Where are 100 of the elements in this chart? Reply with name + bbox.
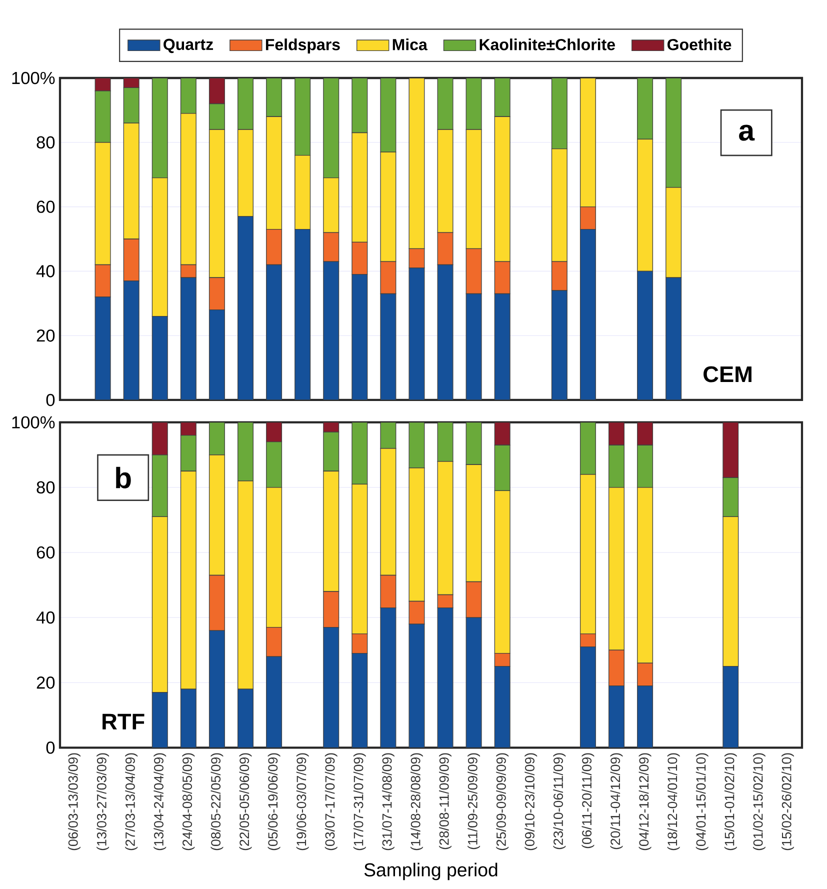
bar: [180, 422, 196, 436]
legend-label: Quartz: [164, 38, 214, 54]
x-tick-label: (03/07-17/07/09): [324, 753, 338, 850]
bar: [152, 422, 168, 456]
bar: [437, 264, 454, 400]
bar: [608, 686, 624, 748]
x-tick-label: (19/06-03/07/09): [296, 753, 309, 850]
y-tick-label: 80: [36, 481, 55, 494]
bar: [722, 666, 739, 748]
bar: [580, 229, 596, 400]
bar: [266, 422, 282, 442]
y-tick-label: 0: [46, 742, 55, 754]
bar: [152, 316, 168, 400]
bar: [580, 646, 596, 748]
y-tick-label: 100%: [12, 72, 55, 84]
bar: [380, 261, 396, 294]
bar: [494, 293, 510, 400]
bar: [208, 277, 225, 310]
bar: [352, 242, 368, 275]
bar: [208, 630, 225, 748]
bar: [380, 78, 396, 152]
bar: [266, 78, 282, 117]
bar: [408, 624, 425, 748]
bar: [637, 138, 654, 272]
bar: [208, 129, 225, 278]
bar: [666, 277, 682, 400]
bar: [180, 277, 196, 400]
bar: [323, 422, 340, 432]
y-tick-label: 40: [36, 611, 55, 624]
bar: [466, 129, 482, 249]
bar: [352, 652, 368, 748]
bar: [294, 78, 311, 156]
bar: [238, 688, 254, 748]
y-tick-label: 60: [36, 200, 55, 213]
x-tick-label: (17/07-31/07/09): [353, 753, 366, 850]
bar: [323, 78, 340, 178]
bar: [123, 87, 140, 124]
bar: [123, 238, 140, 282]
bar: [380, 152, 396, 262]
bar: [180, 688, 196, 748]
bar: [466, 293, 482, 400]
bar: [466, 248, 482, 294]
x-tick-label: (08/05-22/05/09): [210, 753, 224, 850]
x-tick-label: (05/06-19/06/09): [268, 753, 280, 850]
bar: [494, 666, 510, 748]
bar: [551, 78, 568, 150]
bar: [238, 129, 254, 217]
bar: [152, 692, 168, 748]
bar: [208, 103, 225, 130]
bar: [94, 296, 111, 400]
x-tick-label: (09/10-23/10/09): [524, 753, 538, 850]
bar: [152, 177, 168, 317]
bar: [266, 264, 282, 400]
bar: [323, 261, 340, 400]
bar: [437, 129, 454, 233]
bar: [94, 90, 111, 143]
bar: [551, 261, 568, 291]
x-tick-label: (24/04-08/05/09): [182, 753, 195, 850]
x-tick-label: (11/09-25/09/09): [468, 753, 480, 850]
bar: [208, 310, 225, 400]
bar: [208, 78, 225, 104]
x-axis-title: Sampling period: [364, 862, 498, 880]
x-tick-label: (15/02-26/02/10): [782, 753, 794, 850]
legend-label: Goethite: [668, 38, 732, 50]
bar: [608, 422, 624, 446]
bar: [551, 148, 568, 262]
bar: [266, 116, 282, 230]
bar: [323, 232, 340, 262]
bar: [580, 78, 596, 208]
bar: [637, 78, 654, 140]
bar: [437, 232, 454, 266]
legend-label: Kaolinite±Chlorite: [480, 38, 615, 50]
legend-label: Feldspars: [266, 38, 340, 54]
bar: [722, 422, 739, 478]
bar: [494, 116, 510, 262]
x-tick-label: (23/10-06/11/09): [553, 753, 566, 850]
bar: [323, 626, 340, 748]
x-tick-label: (18/12-04/01/10): [667, 753, 680, 850]
x-tick-label: (25/09-09/09/09): [496, 753, 509, 850]
bar: [437, 78, 454, 130]
bar: [180, 264, 196, 278]
bar: [408, 248, 425, 268]
y-tick-label: 60: [36, 546, 55, 559]
x-tick-label: (06/03-13/03/09): [68, 753, 80, 850]
annotation: CEM: [704, 366, 752, 382]
x-tick-label: (15/01-01/02/10): [724, 753, 737, 850]
x-tick-label: (14/08-28/08/09): [410, 753, 423, 850]
bar: [180, 78, 196, 114]
bar: [494, 261, 510, 294]
x-tick-label: (20/11-04/12/09): [610, 753, 623, 850]
bar: [380, 607, 396, 748]
y-tick-label: 40: [36, 265, 55, 278]
bar: [266, 656, 282, 748]
x-tick-label: (04/01-15/01/10): [696, 753, 708, 850]
bar: [123, 280, 140, 400]
bar: [666, 78, 682, 188]
x-tick-label: (31/07-14/08/09): [382, 753, 394, 850]
bar: [238, 216, 254, 400]
y-tick-label: 20: [36, 676, 55, 689]
bar: [123, 122, 140, 240]
